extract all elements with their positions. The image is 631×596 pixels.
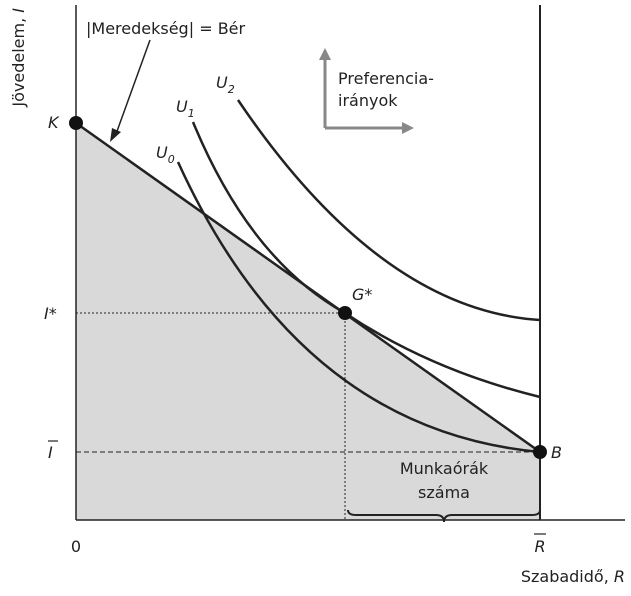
label-part: U xyxy=(176,97,188,116)
arrow-head xyxy=(319,48,331,60)
slope-label: |Meredekség| = Bér xyxy=(86,19,246,38)
point xyxy=(338,306,352,320)
y-axis-label: Jövedelem, I xyxy=(9,8,28,108)
point xyxy=(69,116,83,130)
point-label: B xyxy=(551,443,562,462)
indifference-curve xyxy=(176,161,541,454)
label-part: 0 xyxy=(168,153,175,166)
pointer-arrow xyxy=(115,39,151,135)
arrow-head xyxy=(110,128,121,142)
curve-label: U1 xyxy=(176,97,195,120)
label-part: I xyxy=(9,8,28,13)
label-part: 1 xyxy=(188,107,195,120)
arrow-head xyxy=(402,122,414,134)
x-axis-label: Szabadidő, R xyxy=(521,567,625,586)
brace-label: Munkaórák xyxy=(400,459,489,478)
y-label: I xyxy=(48,443,53,462)
x-label: 0 xyxy=(71,537,81,556)
label-part: R xyxy=(614,567,625,586)
curve-label: U0 xyxy=(156,143,175,166)
label-part: 2 xyxy=(228,83,235,96)
label-part: |Meredekség| xyxy=(86,19,194,38)
y-label: I* xyxy=(44,304,57,323)
label-part: = Bér xyxy=(199,19,245,38)
preference-label: Preferencia- xyxy=(338,69,434,88)
label-part: Jövedelem, xyxy=(9,18,28,108)
curve-label: U2 xyxy=(216,73,235,96)
brace-label: száma xyxy=(418,483,470,502)
label-part: U xyxy=(216,73,228,92)
point xyxy=(533,445,547,459)
x-label: R xyxy=(534,537,545,556)
indifference-curve xyxy=(236,99,541,322)
label-part: U xyxy=(156,143,168,162)
point-label: G* xyxy=(352,285,372,304)
label-part: Szabadidő, xyxy=(521,567,609,586)
preference-label: irányok xyxy=(338,91,398,110)
point-label: K xyxy=(48,113,60,132)
brace xyxy=(347,509,541,523)
feasible-area xyxy=(76,123,540,520)
